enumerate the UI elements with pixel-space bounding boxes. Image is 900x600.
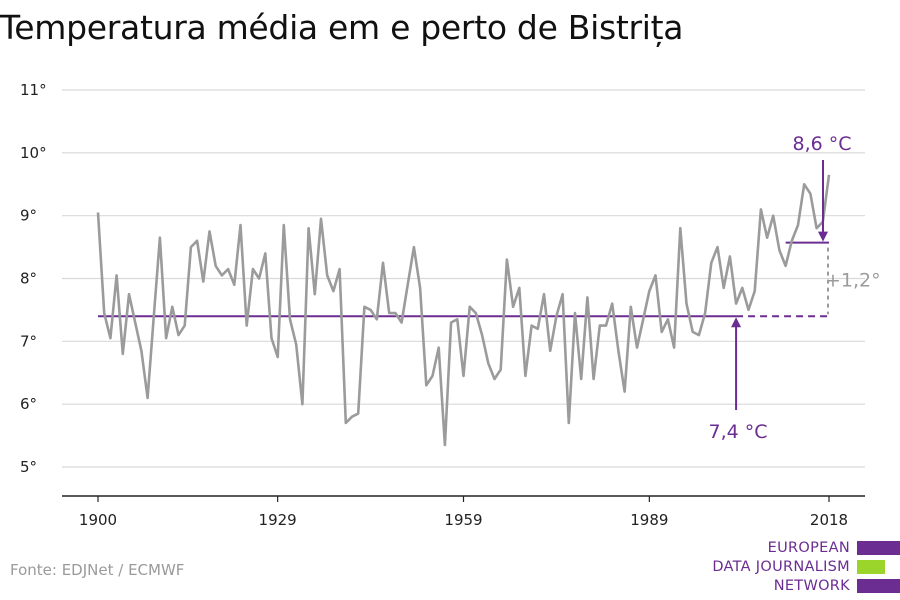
logo-line-1: EUROPEAN [767,540,850,556]
logo-bar-1 [857,541,900,555]
logo-line-2: DATA JOURNALISM [712,559,850,575]
logo-bar-3 [857,579,900,593]
series-layer [96,174,831,447]
x-tick-label-1989: 1989 [630,511,668,529]
x-tick-label-1959: 1959 [444,511,482,529]
x-tick-label-1900: 1900 [79,511,117,529]
temperature-series-line [96,174,831,447]
grid-lines [62,89,865,468]
x-tick-label-1929: 1929 [259,511,297,529]
y-tick-label-11: 11° [20,81,47,99]
delta-label: +1,2° [825,269,881,291]
recent-mean-label: 8,6 °C [792,133,851,155]
y-tick-label-6: 6° [20,395,37,413]
x-axis: 1900 1929 1959 1989 2018 [62,495,865,529]
y-tick-label-8: 8° [20,270,37,288]
y-tick-label-9: 9° [20,207,37,225]
logo-line-3: NETWORK [773,578,850,594]
baseline-mean-label: 7,4 °C [709,421,768,443]
chart-title: Temperatura média em e perto de Bistrița [0,8,684,47]
baseline-mean-arrowhead [731,317,742,328]
edjnet-logo: EUROPEAN DATA JOURNALISM NETWORK [700,538,900,598]
source-label: Fonte: EDJNet / ECMWF [10,561,185,579]
y-tick-label-7: 7° [20,332,37,350]
x-tick-label-2018: 2018 [810,511,848,529]
recent-mean-arrowhead [818,231,828,242]
y-tick-label-10: 10° [20,144,47,162]
y-axis-ticks: 5° 6° 7° 8° 9° 10° 11° [20,81,47,476]
y-tick-label-5: 5° [20,458,37,476]
annotations: 8,6 °C 7,4 °C +1,2° [709,133,881,443]
logo-bar-2 [857,560,885,574]
